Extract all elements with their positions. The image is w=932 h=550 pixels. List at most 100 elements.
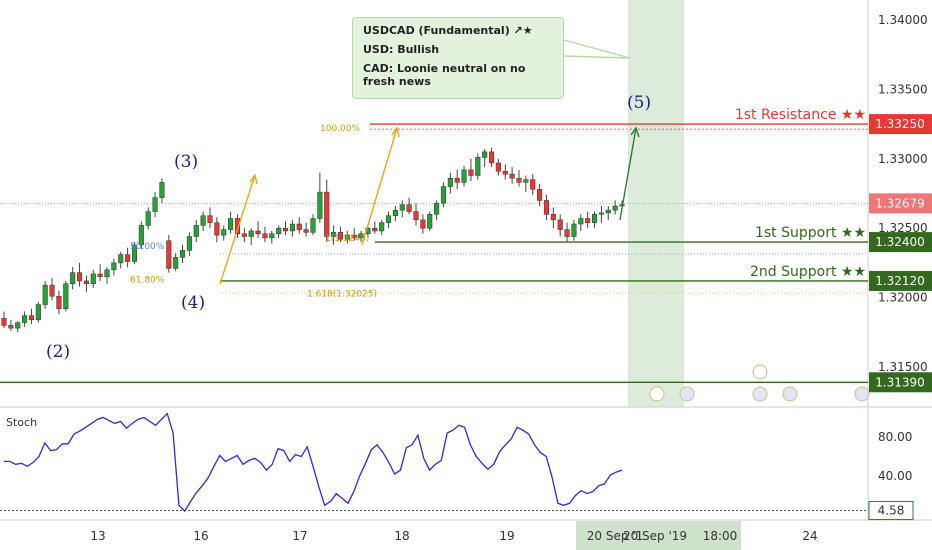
wave-label-4: (4) xyxy=(181,293,205,313)
candle xyxy=(585,211,591,229)
candle-body xyxy=(207,215,213,223)
candle-body xyxy=(303,229,309,233)
candle-body xyxy=(35,304,41,321)
candle xyxy=(605,205,611,220)
candle xyxy=(214,217,220,243)
candle-body xyxy=(28,315,35,321)
fib-label-618: 61.80% xyxy=(130,276,165,286)
candle xyxy=(159,178,165,204)
candle xyxy=(461,165,467,187)
candle-body xyxy=(351,234,357,239)
current-price-tag: 1.32679 xyxy=(875,196,925,210)
candle-body xyxy=(392,209,398,216)
time-highlight-band xyxy=(628,0,684,407)
candle-body xyxy=(118,254,124,264)
candle xyxy=(564,222,570,243)
candle-body xyxy=(200,215,206,226)
candle xyxy=(152,192,158,218)
note-pointer-1 xyxy=(563,39,631,59)
candle xyxy=(166,235,172,273)
candle-body xyxy=(557,219,563,230)
time-highlight-axis xyxy=(576,521,741,550)
candle xyxy=(42,280,48,309)
candle-body xyxy=(125,254,131,262)
candle-body xyxy=(42,284,48,305)
candle xyxy=(76,262,83,287)
candle-body xyxy=(585,218,591,223)
candle xyxy=(1,311,7,329)
candle xyxy=(207,207,213,229)
candle-body xyxy=(399,204,405,211)
candle-body xyxy=(564,229,570,237)
candle-body xyxy=(344,234,350,240)
candle xyxy=(173,253,179,272)
support-1-price-tag-bg xyxy=(869,232,932,253)
candle-body xyxy=(605,209,611,214)
support-2-label: 2nd Support ★★ xyxy=(750,264,866,280)
candle-body xyxy=(49,284,55,297)
candle xyxy=(303,222,309,237)
candle xyxy=(111,258,117,276)
candle xyxy=(276,225,282,238)
price-tick-label: 1.32500 xyxy=(878,221,928,235)
usd-event-icon xyxy=(854,386,870,402)
candle-body xyxy=(543,200,550,215)
resistance-1-label: 1st Resistance ★★ xyxy=(735,107,866,123)
fib-label-1618: 1.618(1.32025) xyxy=(307,289,377,299)
candle-body xyxy=(276,227,282,235)
candle xyxy=(379,219,385,236)
event-icons[interactable] xyxy=(649,364,870,402)
candle xyxy=(434,200,440,220)
candle xyxy=(543,194,550,220)
projection-arrows xyxy=(219,39,640,285)
candle xyxy=(324,179,330,243)
time-tick-label: 18 xyxy=(394,529,409,543)
candle-body xyxy=(516,177,522,183)
candle-body xyxy=(15,322,21,329)
candle-body xyxy=(228,218,234,230)
candle-body xyxy=(406,204,412,212)
candle xyxy=(241,228,247,243)
candle-body xyxy=(104,269,110,278)
candle-body xyxy=(488,151,495,164)
support-1-price-tag: 1.32400 xyxy=(875,235,925,249)
candle-body xyxy=(248,230,254,237)
candle xyxy=(35,301,41,323)
candle xyxy=(255,221,261,238)
candle xyxy=(612,200,618,215)
candle-body xyxy=(461,169,467,183)
candle xyxy=(63,280,69,312)
candle-body xyxy=(482,151,488,158)
stoch-line xyxy=(4,412,623,513)
time-tick-label: 17 xyxy=(292,529,307,543)
candle-body xyxy=(331,232,337,237)
fib-label-50: 50.00% xyxy=(130,242,165,252)
candle-body xyxy=(495,162,501,172)
price-tick-label: 1.34000 xyxy=(878,13,928,27)
note-usd: USD: Bullish xyxy=(363,43,440,56)
candle-body xyxy=(1,318,7,326)
candle-body xyxy=(578,218,584,225)
candle-body xyxy=(289,223,295,232)
price-tick-label: 1.32000 xyxy=(878,291,928,305)
candle xyxy=(179,244,186,263)
usd-event-icon xyxy=(679,386,695,402)
candle xyxy=(420,214,426,234)
time-tick-label: 16 xyxy=(193,529,208,543)
candle-body xyxy=(420,219,426,229)
price-tick-label: 1.33500 xyxy=(878,82,928,96)
fib-label-1: 1(1.3243) xyxy=(325,234,369,244)
time-tick-label: 13 xyxy=(90,529,105,543)
candle xyxy=(104,267,110,284)
stoch-value-tag-bg xyxy=(868,501,914,521)
candle-body xyxy=(269,233,275,239)
candle xyxy=(344,230,350,244)
wave-label-2: (2) xyxy=(46,342,70,362)
candle-body xyxy=(454,177,460,183)
candle xyxy=(406,197,412,215)
arrow-2 xyxy=(361,127,398,246)
candle xyxy=(289,219,295,237)
usd-event-icon xyxy=(752,386,768,402)
candle-body xyxy=(97,273,103,278)
candle xyxy=(97,264,103,281)
